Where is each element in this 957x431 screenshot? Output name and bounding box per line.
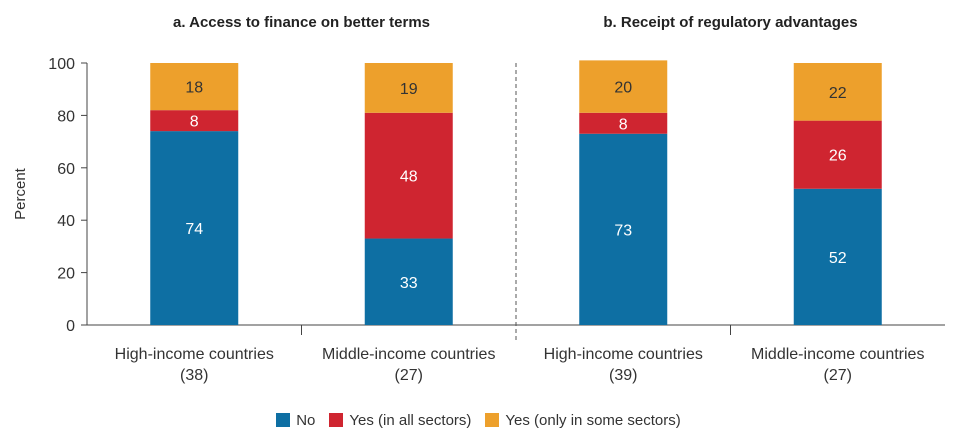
y-tick-label: 80	[57, 108, 75, 125]
legend-swatch-no	[276, 413, 291, 427]
legend-item-no: No	[276, 412, 315, 429]
y-tick-label: 100	[48, 56, 75, 73]
x-category-label: High-income countries	[544, 346, 703, 363]
chart-legend: No Yes (in all sectors) Yes (only in som…	[0, 410, 957, 430]
y-tick-label: 60	[57, 161, 75, 178]
legend-item-yes-all: Yes (in all sectors)	[329, 412, 471, 429]
bar-segment	[364, 63, 453, 113]
bar-value-label: 73	[614, 222, 632, 239]
y-tick-label: 40	[57, 213, 75, 230]
legend-item-yes-some: Yes (only in some sectors)	[485, 411, 681, 429]
bar-value-label: 52	[829, 250, 847, 267]
x-category-count: (27)	[824, 367, 852, 384]
y-tick-label: 0	[66, 318, 75, 335]
bar-segment	[793, 120, 882, 189]
x-category-count: (27)	[395, 367, 423, 384]
x-category-count: (39)	[609, 367, 637, 384]
bar-value-label: 8	[619, 116, 628, 133]
legend-label-yes-some: Yes (only in some sectors)	[505, 411, 681, 429]
bar-segment	[579, 60, 668, 113]
panel-title: a. Access to finance on better terms	[173, 14, 430, 31]
bar-value-label: 48	[400, 169, 418, 186]
bar-segment	[793, 188, 882, 325]
bar-segment	[364, 112, 453, 239]
bar-segment	[150, 131, 239, 325]
bar-value-label: 26	[829, 148, 847, 165]
bar-value-label: 8	[190, 114, 199, 131]
bar-value-label: 22	[829, 85, 847, 102]
y-axis-label: Percent	[12, 167, 29, 220]
x-category-label: Middle-income countries	[322, 346, 495, 363]
bar-segment	[793, 63, 882, 121]
bar-value-label: 19	[400, 81, 418, 98]
x-category-label: Middle-income countries	[751, 346, 924, 363]
bar-segment	[364, 238, 453, 325]
y-tick-label: 20	[57, 266, 75, 283]
legend-label-no: No	[296, 411, 316, 429]
panel-title: b. Receipt of regulatory advantages	[603, 14, 857, 31]
legend-swatch-yes-all	[329, 413, 344, 427]
bar-value-label: 33	[400, 275, 418, 292]
bar-segment	[579, 112, 668, 134]
bar-value-label: 74	[185, 221, 203, 238]
bar-value-label: 20	[614, 80, 632, 97]
chart-canvas: 0 20 40 60 80 100 Percent a. Access to finance …	[12, 14, 945, 384]
x-category-label: High-income countries	[115, 346, 274, 363]
bar-segment	[579, 133, 668, 325]
x-category-count: (38)	[180, 367, 208, 384]
legend-swatch-yes-some	[485, 413, 500, 427]
bar-segment	[150, 110, 239, 132]
bar-segment	[150, 63, 239, 111]
legend-label-yes-all: Yes (in all sectors)	[349, 411, 472, 429]
bar-value-label: 18	[185, 80, 203, 97]
